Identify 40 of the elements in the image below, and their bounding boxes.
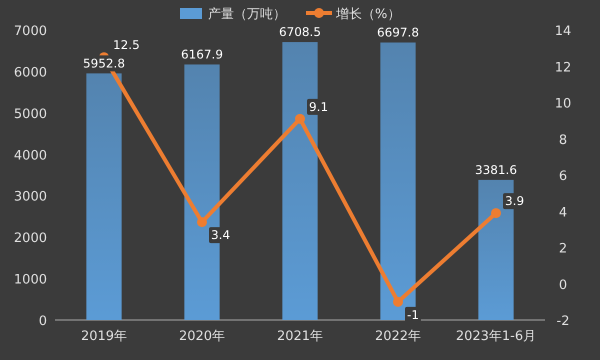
y2-tick-label: 0 xyxy=(558,278,568,293)
y2-tick-label: 4 xyxy=(558,205,568,220)
y-tick-label: 3000 xyxy=(14,190,47,205)
y-tick-label: 6000 xyxy=(14,65,47,80)
legend-label: 增长（%） xyxy=(335,7,400,22)
y2-tick-label: 12 xyxy=(554,60,572,76)
x-tick-label: 2021年 xyxy=(276,329,324,344)
data-label: -1 xyxy=(407,308,419,322)
data-label: 5952.8 xyxy=(83,56,125,70)
point xyxy=(295,114,305,124)
y-tick-label: 2000 xyxy=(14,231,47,246)
data-label: 3.4 xyxy=(211,228,230,242)
data-label: 9.1 xyxy=(309,100,328,114)
x-tick-label: 2023年1-6月 xyxy=(456,329,536,344)
y-tick-label: 4000 xyxy=(14,148,47,164)
bar xyxy=(86,73,122,320)
data-label: 6708.5 xyxy=(279,25,321,40)
y-tick-label: 5000 xyxy=(14,106,47,122)
data-label: 3381.6 xyxy=(475,162,517,177)
data-label: 6697.8 xyxy=(377,26,419,40)
data-label: 3.9 xyxy=(505,194,524,208)
data-label: 12.5 xyxy=(113,38,140,52)
data-label: 6167.9 xyxy=(181,47,223,62)
y2-tick-label: 6 xyxy=(558,169,568,184)
y2-tick-label: 10 xyxy=(554,96,572,112)
legend-label: 产量（万吨） xyxy=(208,7,286,22)
x-tick-label: 2019年 xyxy=(80,329,128,344)
x-tick-label: 2020年 xyxy=(178,329,226,344)
y2-tick-label: -2 xyxy=(556,314,570,329)
x-tick-label: 2022年 xyxy=(374,329,422,344)
y2-tick-label: 14 xyxy=(554,24,572,39)
bar xyxy=(380,42,416,320)
y-tick-label: 1000 xyxy=(14,272,47,288)
y-tick-label: 0 xyxy=(38,314,47,329)
point xyxy=(393,296,403,307)
point xyxy=(197,217,207,228)
point xyxy=(491,208,501,218)
y2-tick-label: 8 xyxy=(558,132,568,148)
y2-tick-label: 2 xyxy=(558,242,568,256)
y-tick-label: 7000 xyxy=(14,24,47,39)
